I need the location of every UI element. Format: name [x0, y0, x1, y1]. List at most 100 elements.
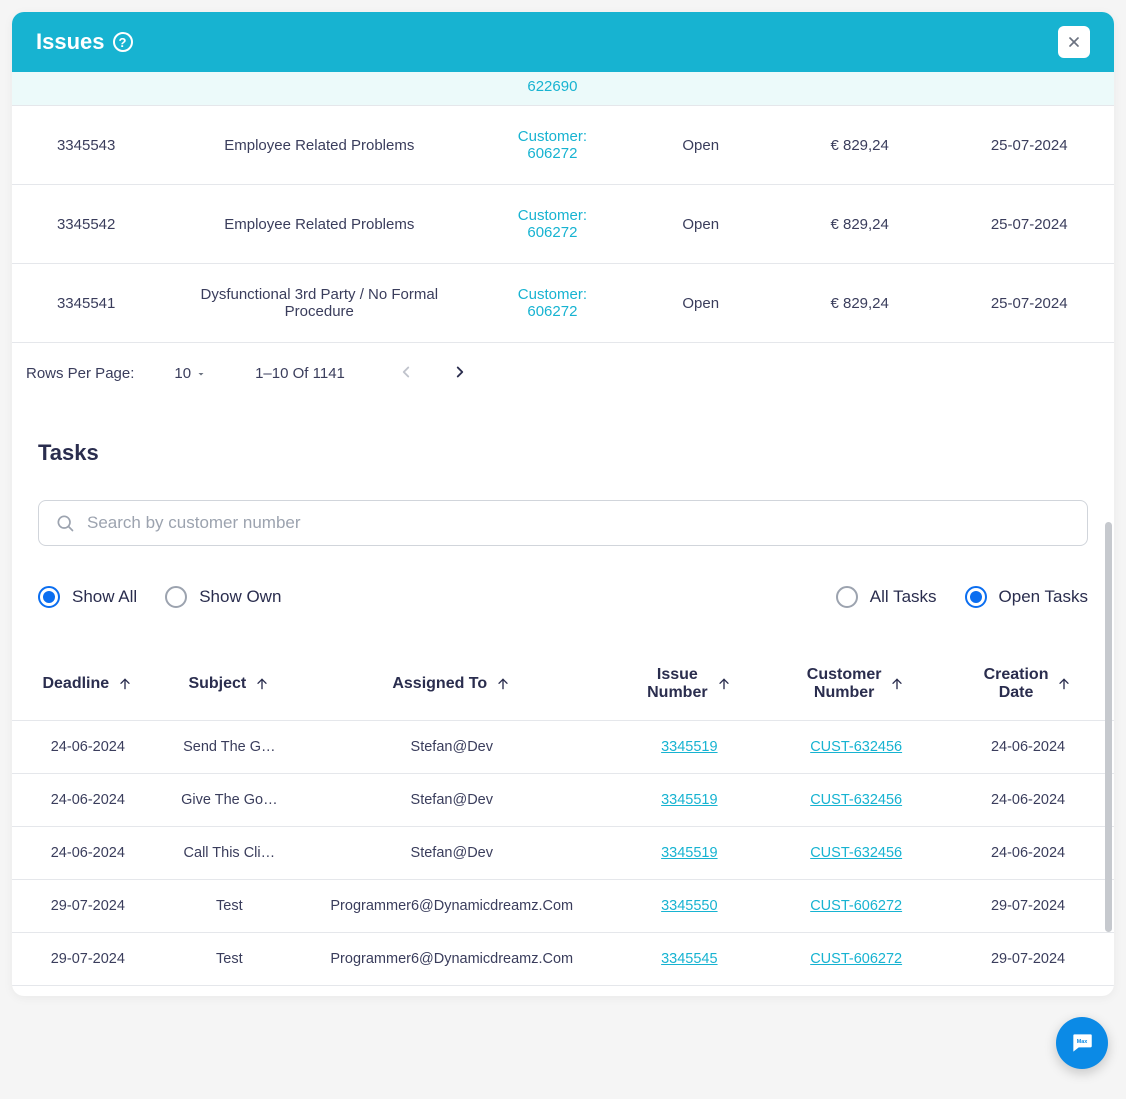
sort-arrow-icon [716, 676, 732, 692]
tasks-row[interactable]: 29-07-2024 Test Programmer6@Dynamicdream… [12, 880, 1114, 933]
radio-icon [836, 586, 858, 608]
task-issue-cell[interactable]: 3345550 [608, 880, 770, 933]
tasks-row[interactable]: 24-06-2024 Send The G… Stefan@Dev 334551… [12, 721, 1114, 774]
task-subject-cell: Give The Go… [164, 774, 295, 827]
task-created-cell: 24-06-2024 [942, 827, 1114, 880]
task-issue-cell[interactable]: 3345519 [608, 721, 770, 774]
issue-amount-cell: € 829,24 [775, 106, 945, 185]
issue-customer-cell[interactable]: Customer:606272 [478, 106, 626, 185]
tasks-row[interactable]: 24-06-2024 Give The Go… Stefan@Dev 33455… [12, 774, 1114, 827]
issue-type-cell: Dysfunctional 3rd Party / No Formal Proc… [160, 264, 478, 343]
radio-show-all[interactable]: Show All [38, 586, 137, 608]
task-issue-cell[interactable]: 3345519 [608, 774, 770, 827]
task-assigned-cell: Programmer6@Dynamicdreamz.Com [295, 933, 608, 986]
issue-date-cell: 25-07-2024 [944, 185, 1114, 264]
chevron-left-icon [397, 363, 415, 381]
task-customer-cell[interactable]: CUST-632456 [770, 721, 942, 774]
issue-type-cell: Employee Related Problems [160, 185, 478, 264]
task-assigned-cell: Stefan@Dev [295, 827, 608, 880]
issue-customer-cell[interactable]: 622690 [478, 72, 626, 106]
task-subject-cell: Test [164, 880, 295, 933]
search-input[interactable] [87, 513, 1071, 533]
help-icon[interactable]: ? [113, 32, 133, 52]
column-header-customer[interactable]: CustomerNumber [770, 648, 942, 721]
tasks-heading: Tasks [38, 440, 1088, 466]
filter-group-status: All Tasks Open Tasks [836, 586, 1088, 608]
chat-fab[interactable]: Max [1056, 1017, 1108, 1069]
sort-arrow-icon [1056, 676, 1072, 692]
sort-arrow-icon [495, 676, 511, 692]
issue-id-cell: 3345543 [12, 106, 160, 185]
column-header-created[interactable]: CreationDate [942, 648, 1114, 721]
task-assigned-cell: Programmer6@Dynamicdreamz.Com [295, 880, 608, 933]
rows-per-page-select[interactable]: 10 [174, 365, 207, 382]
issues-row[interactable]: 3345541 Dysfunctional 3rd Party / No For… [12, 264, 1114, 343]
task-issue-cell[interactable]: 3345545 [608, 933, 770, 986]
chat-icon: Max [1069, 1030, 1095, 1056]
task-customer-cell[interactable]: CUST-606272 [770, 933, 942, 986]
issue-id-cell: 3345541 [12, 264, 160, 343]
issues-row[interactable]: 3345542 Employee Related Problems Custom… [12, 185, 1114, 264]
issue-status-cell [627, 72, 775, 106]
issue-amount-cell [775, 72, 945, 106]
task-customer-cell[interactable]: CUST-606272 [770, 880, 942, 933]
issue-status-cell: Open [627, 106, 775, 185]
issues-row[interactable]: 622690 [12, 72, 1114, 106]
search-field-wrap[interactable] [38, 500, 1088, 546]
radio-icon [38, 586, 60, 608]
chevron-down-icon [195, 368, 207, 380]
radio-label: Show All [72, 587, 137, 607]
radio-icon [165, 586, 187, 608]
column-header-subject[interactable]: Subject [164, 648, 295, 721]
prev-page-button[interactable] [393, 359, 419, 388]
radio-show-own[interactable]: Show Own [165, 586, 281, 608]
scrollbar-track[interactable] [1105, 522, 1112, 932]
radio-open-tasks[interactable]: Open Tasks [965, 586, 1088, 608]
issues-table: 622690 3345543 Employee Related Problems… [12, 72, 1114, 343]
next-page-button[interactable] [447, 359, 473, 388]
pagination-arrows [393, 359, 473, 388]
task-deadline-cell: 24-06-2024 [12, 721, 164, 774]
tasks-row[interactable]: 29-07-2024 Test Programmer6@Dynamicdream… [12, 933, 1114, 986]
issue-id-cell: 3345542 [12, 185, 160, 264]
column-header-assigned[interactable]: Assigned To [295, 648, 608, 721]
modal-header: Issues ? [12, 12, 1114, 72]
issue-amount-cell: € 829,24 [775, 185, 945, 264]
tasks-row[interactable]: 24-06-2024 Call This Cli… Stefan@Dev 334… [12, 827, 1114, 880]
chevron-right-icon [451, 363, 469, 381]
radio-label: Show Own [199, 587, 281, 607]
issue-status-cell: Open [627, 264, 775, 343]
issue-status-cell: Open [627, 185, 775, 264]
radio-label: All Tasks [870, 587, 937, 607]
task-customer-cell[interactable]: CUST-632456 [770, 774, 942, 827]
issue-date-cell: 25-07-2024 [944, 106, 1114, 185]
issue-customer-cell[interactable]: Customer:606272 [478, 264, 626, 343]
close-button[interactable] [1058, 26, 1090, 58]
task-created-cell: 24-06-2024 [942, 774, 1114, 827]
column-header-issue[interactable]: IssueNumber [608, 648, 770, 721]
task-issue-cell[interactable]: 3345519 [608, 827, 770, 880]
task-customer-cell[interactable]: CUST-632456 [770, 827, 942, 880]
pagination-bar: Rows Per Page: 10 1–10 Of 1141 [12, 343, 1114, 424]
task-deadline-cell: 24-06-2024 [12, 827, 164, 880]
issue-date-cell [944, 72, 1114, 106]
issues-modal: Issues ? 622690 3345543 Employee Related… [12, 12, 1114, 996]
task-deadline-cell: 24-06-2024 [12, 774, 164, 827]
issues-row[interactable]: 3345543 Employee Related Problems Custom… [12, 106, 1114, 185]
column-header-deadline[interactable]: Deadline [12, 648, 164, 721]
rows-per-page-value: 10 [174, 365, 191, 382]
pagination-range: 1–10 Of 1141 [255, 365, 345, 382]
radio-label: Open Tasks [999, 587, 1088, 607]
tasks-header-row: DeadlineSubjectAssigned ToIssueNumberCus… [12, 648, 1114, 721]
issue-amount-cell: € 829,24 [775, 264, 945, 343]
svg-text:Max: Max [1077, 1039, 1088, 1045]
issue-customer-cell[interactable]: Customer:606272 [478, 185, 626, 264]
task-subject-cell: Send The G… [164, 721, 295, 774]
search-icon [55, 513, 75, 533]
task-deadline-cell: 29-07-2024 [12, 933, 164, 986]
filters-row: Show All Show Own All Tasks Open Tasks [38, 586, 1088, 608]
issue-date-cell: 25-07-2024 [944, 264, 1114, 343]
radio-all-tasks[interactable]: All Tasks [836, 586, 937, 608]
task-created-cell: 29-07-2024 [942, 880, 1114, 933]
sort-arrow-icon [117, 676, 133, 692]
